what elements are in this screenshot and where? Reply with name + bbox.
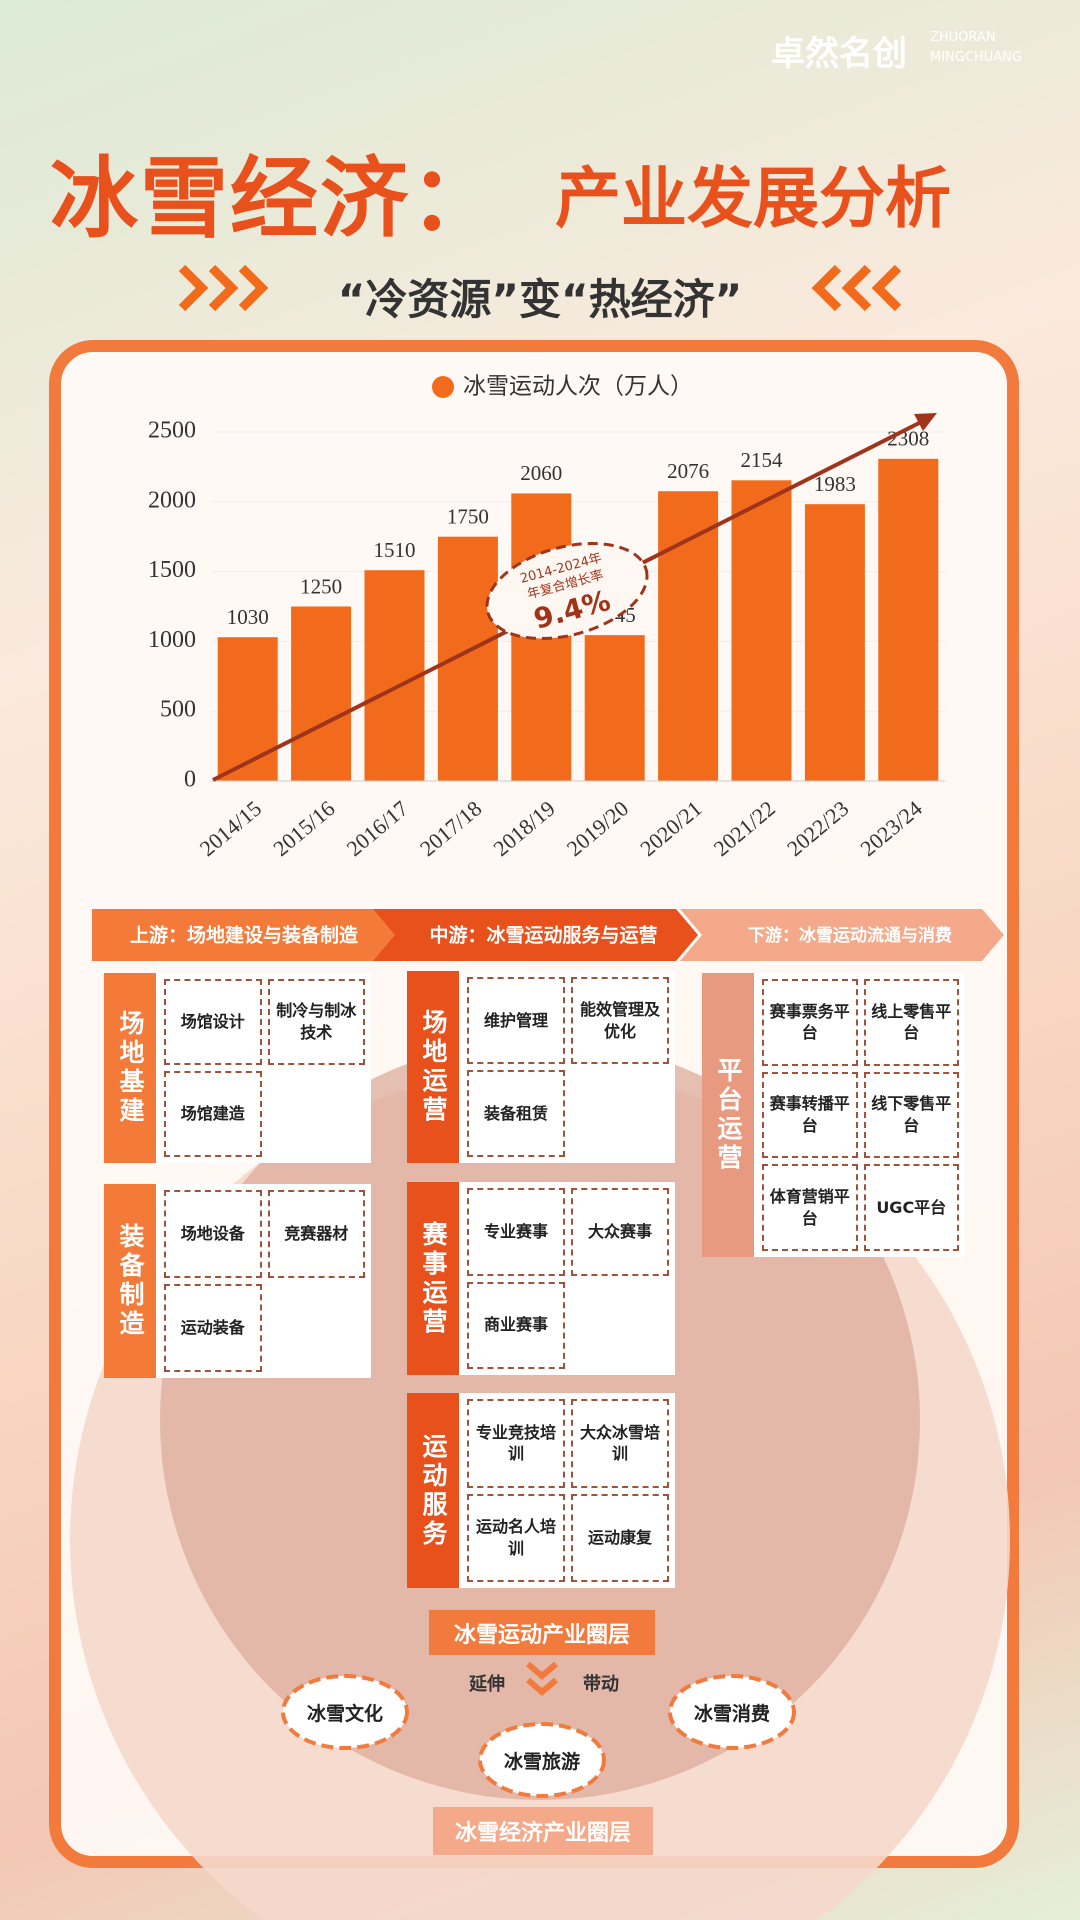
value-label: 1030 xyxy=(227,605,269,629)
stage-arrow xyxy=(680,909,1004,961)
item-box: 专业竞技培训 xyxy=(467,1399,565,1488)
circle-item-label: 冰雪消费 xyxy=(693,1703,770,1725)
group-label: 平台运营 xyxy=(702,973,754,1257)
brand-latin-line: ZHUORAN xyxy=(930,30,996,45)
group-label: 运动服务 xyxy=(407,1393,459,1588)
item-box: 场地设备 xyxy=(164,1190,262,1278)
chevrons-left xyxy=(178,264,269,312)
circle-item-label: 冰雪文化 xyxy=(306,1703,383,1725)
trend-arrowhead xyxy=(914,413,937,431)
stage-label: 上游：场地建设与装备制造 xyxy=(130,924,359,947)
group-label: 场地基建 xyxy=(104,973,156,1163)
bar xyxy=(364,570,425,781)
bar xyxy=(291,606,352,781)
item-box: 赛事转播平台 xyxy=(762,1071,858,1159)
item-box: 商业赛事 xyxy=(467,1281,565,1369)
y-tick-label: 0 xyxy=(184,767,196,793)
y-tick-label: 1000 xyxy=(148,627,196,653)
item-box: 体育营销平台 xyxy=(762,1164,858,1251)
circle-item xyxy=(478,1722,606,1798)
inner-layer-label: 冰雪运动产业圈层 xyxy=(429,1610,655,1655)
title-sub: 产业发展分析 xyxy=(555,160,951,237)
bar xyxy=(437,536,498,781)
bar xyxy=(584,635,645,781)
item-box: 专业赛事 xyxy=(467,1188,565,1276)
item-box: 线上零售平台 xyxy=(863,979,959,1066)
value-label: 1983 xyxy=(814,472,856,496)
group-label: 赛事运营 xyxy=(407,1182,459,1375)
item-box: 大众冰雪培训 xyxy=(571,1399,669,1488)
value-label: 1510 xyxy=(374,538,416,562)
item-box: 大众赛事 xyxy=(571,1188,669,1276)
item-box: 场馆设计 xyxy=(164,979,262,1065)
down-chevron xyxy=(526,1661,558,1680)
circle-item xyxy=(668,1674,796,1750)
value-label: 2060 xyxy=(520,461,562,485)
tagline-decoration xyxy=(178,264,902,312)
item-box: 装备租赁 xyxy=(467,1070,565,1157)
value-label: 1250 xyxy=(300,574,342,598)
item-box: UGC平台 xyxy=(863,1164,959,1251)
item-box: 场馆建造 xyxy=(164,1071,262,1157)
bar xyxy=(217,637,278,781)
item-box: 竞赛器材 xyxy=(267,1190,365,1278)
item-box: 赛事票务平台 xyxy=(762,979,858,1066)
y-tick-label: 2000 xyxy=(148,487,196,513)
stage-label: 下游：冰雪运动流通与消费 xyxy=(748,925,952,946)
annotation-ellipse xyxy=(485,541,649,641)
item-box: 维护管理 xyxy=(467,977,565,1064)
legend-swatch xyxy=(432,376,454,398)
drive-label: 带动 xyxy=(583,1674,619,1695)
bar xyxy=(804,504,865,781)
group-label: 场地运营 xyxy=(407,971,459,1163)
item-box: 运动名人培训 xyxy=(467,1493,565,1582)
circle-item-label: 冰雪旅游 xyxy=(503,1751,580,1773)
down-chevron xyxy=(526,1677,558,1696)
item-box: 运动装备 xyxy=(164,1284,262,1372)
brand-latin-line: MINGCHUANG xyxy=(930,50,1022,65)
y-tick-label: 2500 xyxy=(148,418,196,444)
legend-label: 冰雪运动人次（万人） xyxy=(463,374,693,400)
value-label: 2154 xyxy=(741,448,784,472)
value-label: 1750 xyxy=(447,505,489,529)
y-tick-label: 1500 xyxy=(148,557,196,583)
stage-label: 中游：冰雪运动服务与运营 xyxy=(429,924,657,947)
value-label: 2076 xyxy=(667,459,709,483)
item-box: 线下零售平台 xyxy=(863,1071,959,1159)
chevrons-right xyxy=(811,264,902,312)
circle-item xyxy=(281,1674,409,1750)
item-box: 运动康复 xyxy=(571,1493,669,1582)
bar xyxy=(878,458,939,781)
extend-label: 延伸 xyxy=(469,1674,505,1695)
y-tick-label: 500 xyxy=(160,697,196,723)
stage-arrow xyxy=(373,909,698,961)
group-label: 装备制造 xyxy=(104,1184,156,1378)
item-box: 能效管理及优化 xyxy=(571,977,669,1064)
outer-layer-label: 冰雪经济产业圈层 xyxy=(433,1807,653,1855)
title-main: 冰雪经济： xyxy=(50,147,501,250)
brand-latin: ZHUORAN MINGCHUANG xyxy=(930,28,1022,68)
tagline: “冷资源”变“热经济” xyxy=(337,275,743,324)
stage-arrow xyxy=(92,909,404,961)
bar xyxy=(731,480,792,781)
item-box: 制冷与制冰技术 xyxy=(267,979,365,1065)
brand-name: 卓然名创 xyxy=(771,34,907,74)
